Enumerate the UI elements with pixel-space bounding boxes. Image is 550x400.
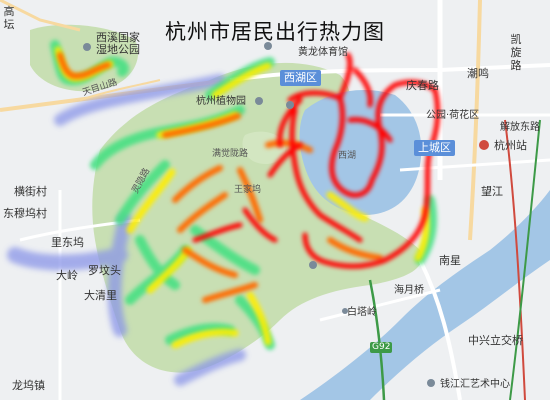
label-luowen: 罗坟头 [88,264,121,277]
label-qingchun: 庆春路 [406,79,439,92]
label-huanglong: 黄龙体育馆 [298,47,348,58]
label-hengjie: 横街村 [14,185,47,198]
label-kaixuan: 凯旋路 [510,33,522,72]
qiantang-river [300,190,550,400]
label-daqingli: 大清里 [84,289,117,302]
tianmu-road-line [79,79,161,101]
label-hangzhou-zoo: 杭州植物园 [196,96,246,107]
label-xixi2: 湿地公园 [96,43,140,56]
label-chaoming: 潮鸣 [467,67,489,80]
label-wanglaowu: 王家坞 [234,185,262,195]
label-gaotan: 高坛 [3,5,15,31]
poi-markers [83,42,489,387]
label-dongmu: 东穆坞村 [3,207,47,220]
label-qianjiang-art: 钱江汇艺术中心 [440,379,510,390]
district-badge-shangcheng[interactable]: 上城区 [414,140,455,156]
label-zhongxing: 中兴立交桥 [468,334,523,347]
label-xixi: 西溪国家 [96,31,140,44]
west-lake [299,90,422,215]
heat-orange [57,52,383,303]
label-gongyuan: 公园·荷花区 [426,110,480,121]
park-small-east [242,131,286,165]
label-daling: 大岭 [56,269,78,282]
district-badge-xihu[interactable]: 西湖区 [280,70,321,86]
label-xihu-gate: 西湖 [338,151,357,161]
label-lidong: 里东坞 [51,236,84,249]
highway-shield: G92 [370,342,393,353]
map-title: 杭州市居民出行热力图 [165,20,385,44]
heat-halo [7,74,246,386]
label-manjuelong: 满觉陇路 [212,149,249,159]
label-wangjiang: 望江 [481,185,503,198]
label-longwu: 龙坞镇 [12,379,45,392]
label-nanxing: 南星 [439,254,461,267]
label-hzstation: 杭州站 [494,139,527,152]
label-haiyuejiao: 海月桥 [394,285,424,296]
label-baita: 白塔岭 [347,307,377,318]
heat-red [192,52,441,269]
label-jiefang: 解放东路 [500,122,540,133]
